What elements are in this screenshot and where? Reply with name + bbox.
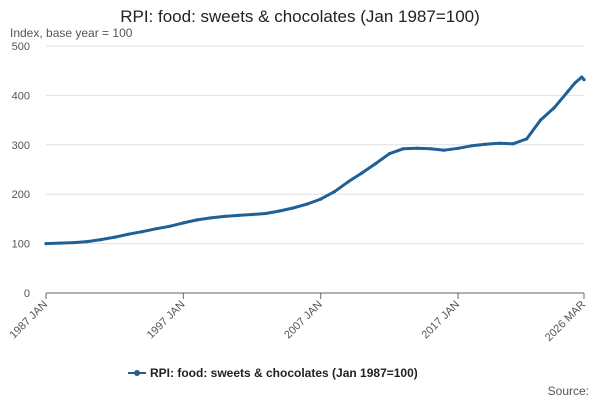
x-tick-label: 1997 JAN — [145, 299, 188, 342]
chart-title: RPI: food: sweets & chocolates (Jan 1987… — [120, 7, 480, 26]
data-point[interactable] — [580, 75, 584, 79]
data-point[interactable] — [71, 241, 76, 245]
data-point[interactable] — [209, 216, 213, 220]
data-point[interactable] — [113, 235, 117, 239]
x-tick-label: 2007 JAN — [282, 299, 325, 342]
source-label: Source: — [548, 384, 589, 398]
data-point[interactable] — [483, 142, 488, 146]
x-axis-ticks: 1987 JAN 1997 JAN 2007 JAN 2017 JAN 2026 MAR — [7, 293, 588, 344]
data-point[interactable] — [360, 171, 364, 175]
data-point[interactable] — [58, 241, 62, 245]
y-tick-label: 500 — [12, 41, 30, 53]
data-point[interactable] — [250, 212, 254, 217]
data-point[interactable] — [99, 238, 103, 242]
data-point[interactable] — [415, 146, 419, 150]
y-tick-label: 300 — [12, 140, 30, 152]
data-point[interactable] — [277, 209, 282, 213]
chart-subtitle: Index, base year = 100 — [10, 26, 133, 40]
data-point[interactable] — [538, 118, 543, 122]
legend-swatch-marker — [134, 370, 140, 376]
data-point[interactable] — [264, 211, 268, 216]
data-point[interactable] — [195, 218, 199, 222]
x-tick-label: 2026 MAR — [543, 299, 588, 344]
x-tick-label: 1987 JAN — [7, 299, 50, 342]
data-point[interactable] — [552, 106, 556, 110]
data-point[interactable] — [525, 137, 529, 141]
y-axis-ticks: 0 100 200 300 400 500 — [12, 41, 30, 300]
data-point[interactable] — [154, 227, 158, 231]
data-point[interactable] — [374, 162, 378, 166]
data-point[interactable] — [497, 141, 501, 145]
data-point[interactable] — [168, 224, 172, 228]
data-point[interactable] — [456, 146, 460, 150]
data-point[interactable] — [442, 148, 446, 152]
gridlines — [46, 45, 584, 245]
data-point[interactable] — [140, 230, 144, 234]
y-tick-label: 0 — [24, 288, 30, 300]
data-point[interactable] — [332, 190, 336, 194]
y-tick-label: 400 — [12, 90, 30, 102]
data-point[interactable] — [44, 242, 48, 246]
data-point[interactable] — [511, 142, 515, 146]
data-point[interactable] — [573, 81, 577, 85]
x-tick-label: 2017 JAN — [420, 299, 463, 342]
data-point[interactable] — [319, 197, 323, 201]
data-point[interactable] — [566, 89, 570, 93]
data-point[interactable] — [126, 232, 130, 236]
legend-label: RPI: food: sweets & chocolates (Jan 1987… — [150, 366, 418, 380]
data-point[interactable] — [470, 144, 474, 148]
data-point[interactable] — [181, 221, 185, 225]
data-point[interactable] — [291, 206, 295, 210]
legend[interactable]: RPI: food: sweets & chocolates (Jan 1987… — [128, 366, 418, 380]
data-point[interactable] — [236, 213, 240, 217]
data-point[interactable] — [346, 180, 350, 184]
series-layer — [44, 75, 586, 246]
data-point[interactable] — [582, 78, 586, 82]
data-point[interactable] — [223, 214, 227, 218]
data-point[interactable] — [387, 152, 391, 156]
data-point[interactable] — [305, 202, 309, 206]
series-line — [44, 75, 586, 246]
y-tick-label: 100 — [12, 239, 30, 251]
data-point[interactable] — [85, 240, 89, 244]
y-tick-label: 200 — [12, 189, 30, 201]
data-point[interactable] — [429, 147, 433, 151]
data-point[interactable] — [401, 147, 405, 151]
